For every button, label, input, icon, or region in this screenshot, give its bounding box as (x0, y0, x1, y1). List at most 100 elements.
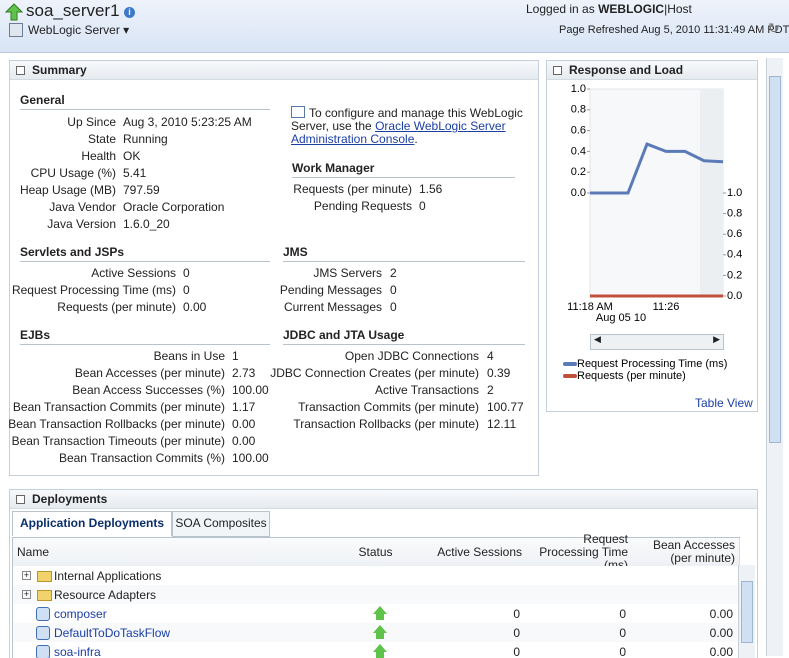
field-label: Active Sessions (91, 266, 176, 280)
field-label: JMS Servers (313, 266, 382, 280)
field-label: Bean Access Successes (%) (72, 383, 225, 397)
response-header[interactable]: Response and Load (547, 61, 757, 80)
field-label: Current Messages (283, 300, 382, 314)
summary-panel: Summary (9, 60, 539, 476)
login-label: Logged in as (526, 2, 595, 16)
expand-icon[interactable]: + (22, 589, 31, 599)
row-name[interactable]: composer (54, 607, 107, 621)
weblogic-menu[interactable]: WebLogic Server ▾ (28, 23, 130, 37)
section-rule (20, 261, 270, 262)
deployments-table: Name Status Active Sessions Request Process… (12, 532, 740, 658)
cell-value: 0 (619, 645, 626, 658)
field-label: Request Processing Time (ms) (11, 283, 176, 297)
field-value: 2 (487, 383, 494, 397)
column-header[interactable]: Request Processing Time (ms) (526, 532, 633, 571)
status-icon-stem (376, 633, 384, 639)
section-heading: EJBs (20, 328, 51, 342)
field-label: Java Version (47, 217, 116, 231)
field-value: 0.00 (183, 300, 207, 314)
column-header[interactable]: Bean Accesses (per minute) (632, 538, 740, 567)
status-icon (373, 625, 387, 633)
field-value: 0 (183, 283, 190, 297)
section-rule (283, 344, 525, 345)
refresh-button[interactable]: ↻ (768, 20, 780, 36)
cell-value: 0 (513, 626, 520, 640)
field-label: Requests (per minute) (57, 300, 176, 314)
field-value: Running (123, 132, 168, 146)
status-icon-stem (376, 652, 384, 658)
column-header[interactable]: Active Sessions (421, 538, 527, 567)
field-value: 1.6.0_20 (123, 217, 170, 231)
summary-header[interactable]: Summary (10, 61, 538, 80)
up-icon (5, 3, 23, 21)
user: WEBLOGIC (598, 2, 665, 16)
field-value: 4 (487, 349, 494, 363)
table-view-link[interactable]: Table View (695, 396, 753, 410)
field-value: 0.00 (232, 434, 256, 448)
field-label: Bean Transaction Timeouts (per minute) (11, 434, 225, 448)
console-link[interactable]: Oracle WebLogic Server Administration Co… (291, 119, 506, 146)
cell-value: 0.00 (709, 645, 733, 658)
field-label: Pending Requests (313, 199, 412, 213)
field-value: 0.00 (232, 417, 256, 431)
section-heading: JDBC and JTA Usage (283, 328, 405, 342)
column-header[interactable]: Status (334, 538, 422, 567)
field-label: Transaction Rollbacks (per minute) (293, 417, 479, 431)
field-label: Bean Transaction Rollbacks (per minute) (8, 417, 225, 431)
deployments-header[interactable]: Deployments (10, 490, 757, 509)
field-value: Oracle Corporation (123, 200, 225, 214)
field-label: Beans in Use (153, 349, 225, 363)
field-label: Requests (per minute) (293, 182, 412, 196)
section-rule (283, 261, 525, 262)
chart-scrollbar[interactable]: ◀ ▶ (590, 334, 724, 350)
section-rule (292, 177, 515, 178)
field-value: 1.17 (232, 400, 256, 414)
info-icon[interactable]: i (124, 7, 135, 18)
row-name[interactable]: DefaultToDoTaskFlow (54, 626, 171, 640)
field-label: Active Transactions (374, 383, 479, 397)
field-label: Health (81, 149, 116, 163)
status-icon-stem (376, 614, 384, 620)
row-name: Resource Adapters (54, 588, 157, 602)
refresh-time: Page Refreshed Aug 5, 2010 11:31:49 AM P… (559, 24, 789, 36)
field-value: 2 (390, 266, 397, 280)
field-value: 1.56 (419, 182, 443, 196)
server-title: soa_server1 (26, 1, 120, 20)
section-heading: Work Manager (292, 161, 375, 175)
field-value: 12.11 (487, 417, 517, 431)
section-rule (20, 109, 270, 110)
login-info: Logged in as WEBLOGIC|Host (526, 2, 692, 16)
cell-value: 0 (619, 626, 626, 640)
server-icon (9, 23, 23, 37)
page-scrollbar[interactable] (766, 58, 783, 656)
field-value: 1 (232, 349, 239, 363)
app-icon (36, 607, 50, 621)
field-value: 2.73 (232, 366, 256, 380)
tab[interactable]: SOA Composites (172, 511, 270, 537)
row-name[interactable]: soa-infra (54, 645, 101, 658)
field-value: 0 (183, 266, 190, 280)
field-value: 100.00 (232, 451, 269, 465)
field-label: Pending Messages (279, 283, 382, 297)
field-label: JDBC Connection Creates (per minute) (270, 366, 479, 380)
section-heading: Servlets and JSPs (20, 245, 125, 259)
app-icon (36, 626, 50, 640)
field-label: Java Vendor (49, 200, 116, 214)
column-header[interactable]: Name (13, 538, 335, 567)
tab[interactable]: Application Deployments (12, 511, 172, 536)
response-panel: Response and Load (546, 60, 758, 412)
host-link[interactable]: Host (667, 2, 692, 16)
section-heading: General (20, 93, 65, 107)
field-label: Heap Usage (MB) (19, 183, 116, 197)
field-label: Bean Transaction Commits (%) (58, 451, 225, 465)
table-scrollbar[interactable] (738, 565, 755, 658)
folder-icon (37, 590, 52, 601)
field-value: 100.00 (232, 383, 269, 397)
cell-value: 0.00 (709, 607, 733, 621)
field-value: 797.59 (123, 183, 160, 197)
expand-icon[interactable]: + (22, 570, 31, 580)
section-rule (20, 344, 270, 345)
row-name: Internal Applications (54, 569, 162, 583)
field-value: 0.39 (487, 366, 511, 380)
